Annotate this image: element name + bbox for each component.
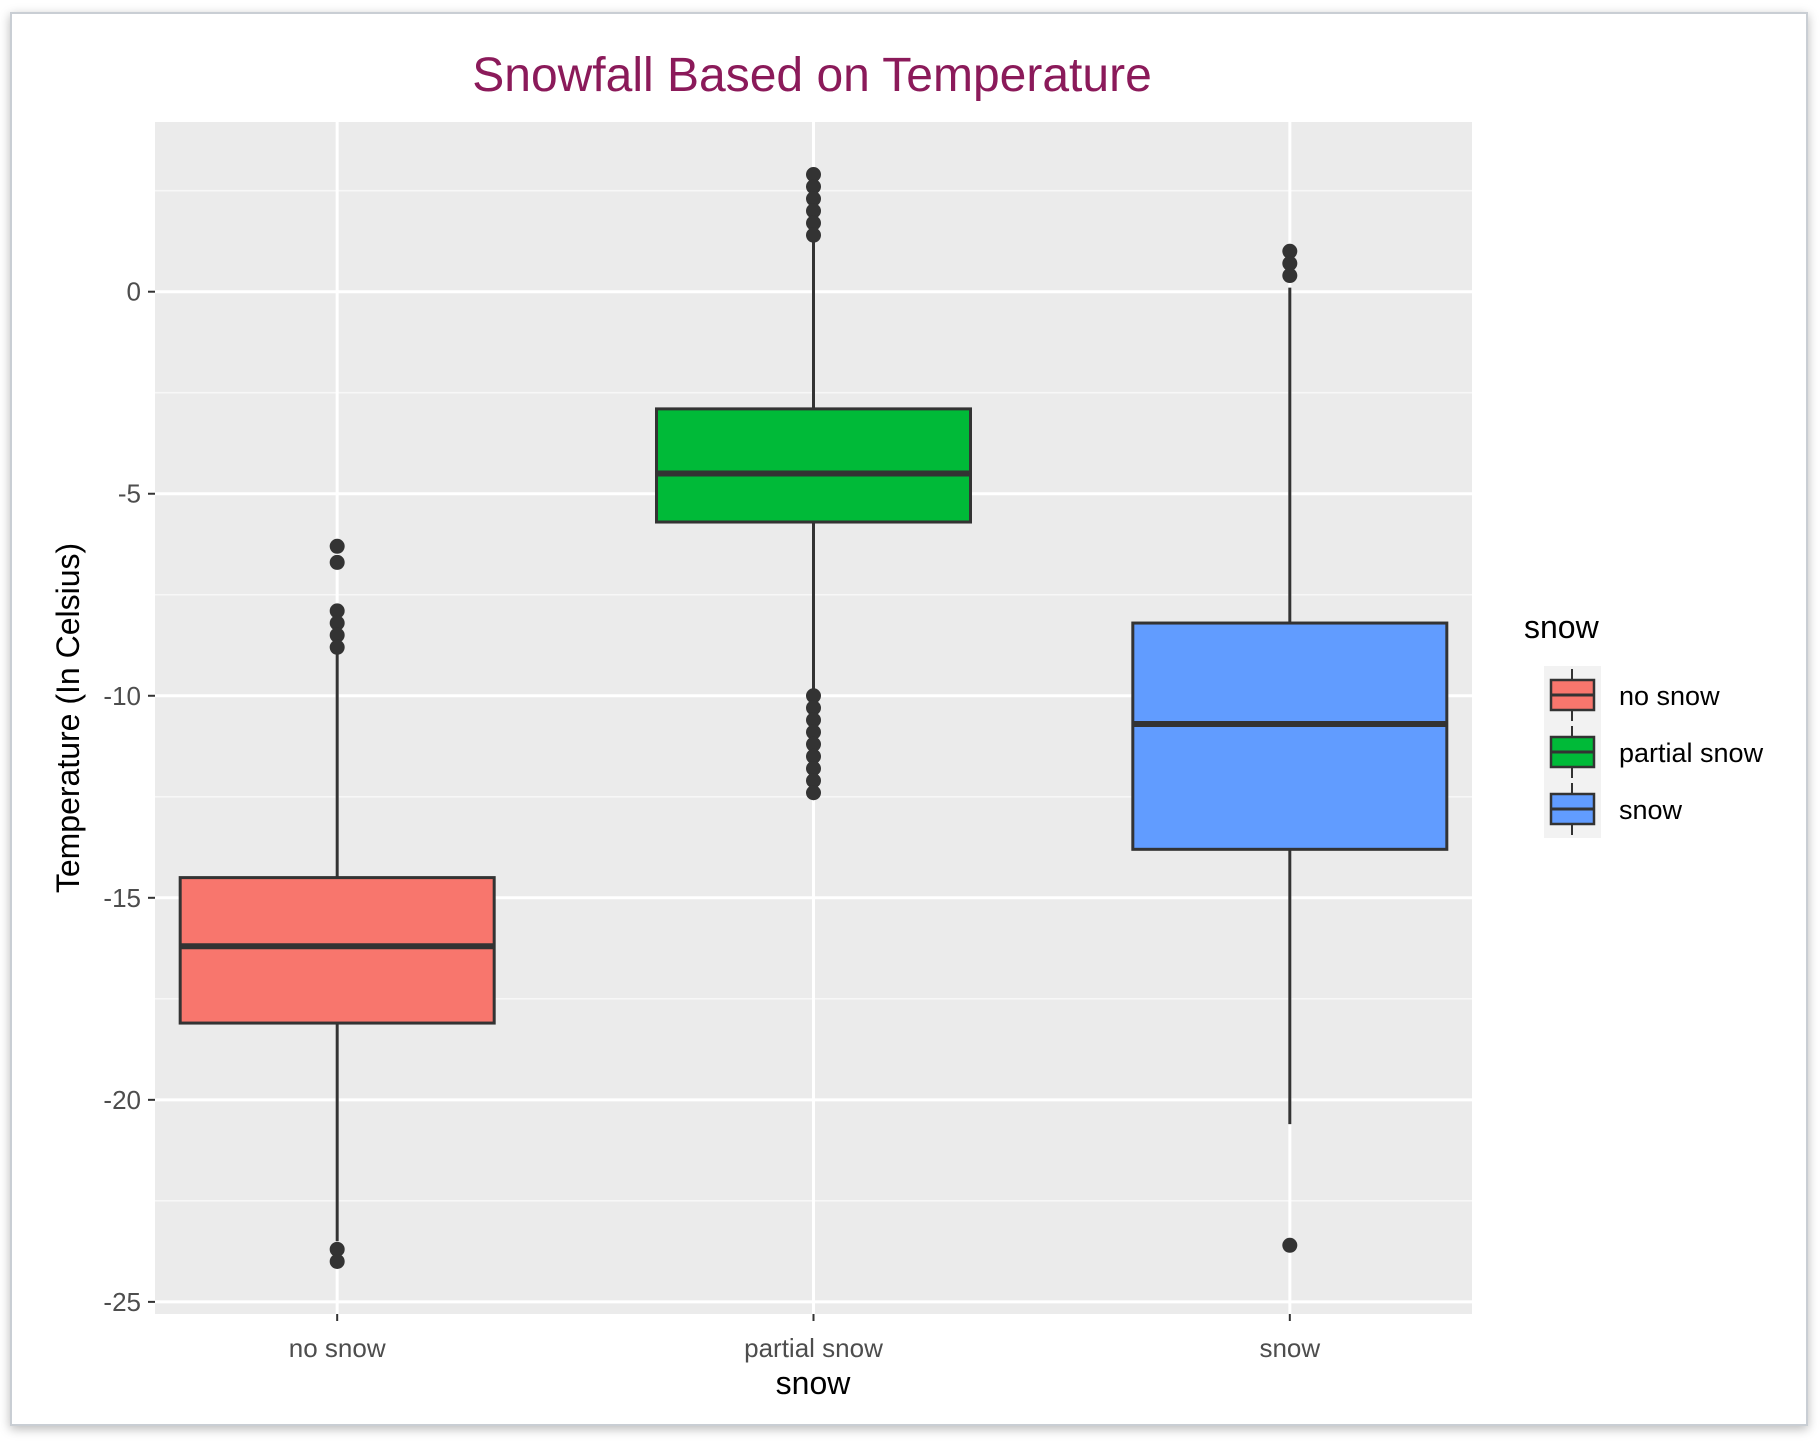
x-axis-ticks: no snow partial snow snow bbox=[289, 1314, 1320, 1363]
box-partial-snow bbox=[655, 167, 972, 801]
legend-items: no snow partial snow snow bbox=[1544, 666, 1764, 838]
legend-item: no snow bbox=[1549, 669, 1720, 721]
outlier-point bbox=[329, 639, 345, 655]
y-axis-ticks: 0 -5 -10 -15 -20 -25 bbox=[103, 277, 155, 1317]
iqr-box bbox=[178, 876, 496, 1025]
outlier-point bbox=[806, 712, 821, 728]
outlier-point bbox=[806, 761, 821, 777]
outlier-point bbox=[1282, 243, 1298, 259]
chart-title: Snowfall Based on Temperature bbox=[472, 49, 1152, 102]
x-tick-label: no snow bbox=[289, 1333, 386, 1363]
outlier-point bbox=[806, 773, 821, 789]
outlier-point bbox=[329, 603, 345, 619]
outlier-point bbox=[329, 1241, 345, 1257]
outlier-point bbox=[806, 179, 821, 195]
legend-label: snow bbox=[1619, 795, 1683, 825]
outlier-point bbox=[1282, 1237, 1298, 1253]
y-tick-label: -25 bbox=[103, 1287, 141, 1317]
x-tick-label: snow bbox=[1259, 1333, 1320, 1363]
boxes bbox=[178, 167, 1449, 1269]
chart-frame: Snowfall Based on Temperature 0 -5 -10 -15 -… bbox=[10, 12, 1808, 1426]
outlier-point bbox=[329, 554, 345, 570]
x-tick-label: partial snow bbox=[744, 1333, 883, 1363]
x-axis-label: snow bbox=[776, 1365, 852, 1401]
outlier-point bbox=[329, 1253, 345, 1269]
y-tick-label: 0 bbox=[127, 277, 141, 307]
legend-title: snow bbox=[1524, 609, 1600, 645]
y-tick-label: -5 bbox=[118, 479, 141, 509]
box-snow bbox=[1131, 243, 1449, 1253]
outlier-point bbox=[806, 688, 821, 704]
outlier-point bbox=[806, 785, 821, 801]
y-axis-label: Temperature (In Celsius) bbox=[50, 543, 86, 893]
outlier-point bbox=[806, 748, 821, 764]
outlier-point bbox=[806, 191, 821, 207]
legend-label: no snow bbox=[1619, 681, 1720, 711]
outlier-point bbox=[806, 724, 821, 740]
outlier-point bbox=[329, 538, 345, 554]
outlier-point bbox=[806, 167, 821, 183]
legend-label: partial snow bbox=[1619, 738, 1764, 768]
legend-item: partial snow bbox=[1549, 726, 1764, 778]
outlier-point bbox=[806, 227, 821, 243]
outlier-point bbox=[806, 736, 821, 752]
y-tick-label: -20 bbox=[103, 1085, 141, 1115]
legend: snow no snow partial snow snow bbox=[1524, 609, 1764, 838]
outlier-point bbox=[806, 215, 821, 231]
outlier-point bbox=[329, 627, 345, 643]
y-tick-label: -10 bbox=[103, 681, 141, 711]
outlier-point bbox=[1282, 268, 1298, 284]
outlier-point bbox=[806, 700, 821, 716]
outlier-point bbox=[806, 203, 821, 219]
y-tick-label: -15 bbox=[103, 883, 141, 913]
iqr-box bbox=[1131, 621, 1449, 851]
outlier-point bbox=[1282, 255, 1298, 271]
boxplot-chart: Snowfall Based on Temperature 0 -5 -10 -15 -… bbox=[50, 49, 1764, 1401]
legend-item: snow bbox=[1549, 783, 1683, 835]
box-no-snow bbox=[178, 538, 496, 1269]
iqr-box bbox=[655, 407, 972, 524]
outlier-point bbox=[329, 615, 345, 631]
